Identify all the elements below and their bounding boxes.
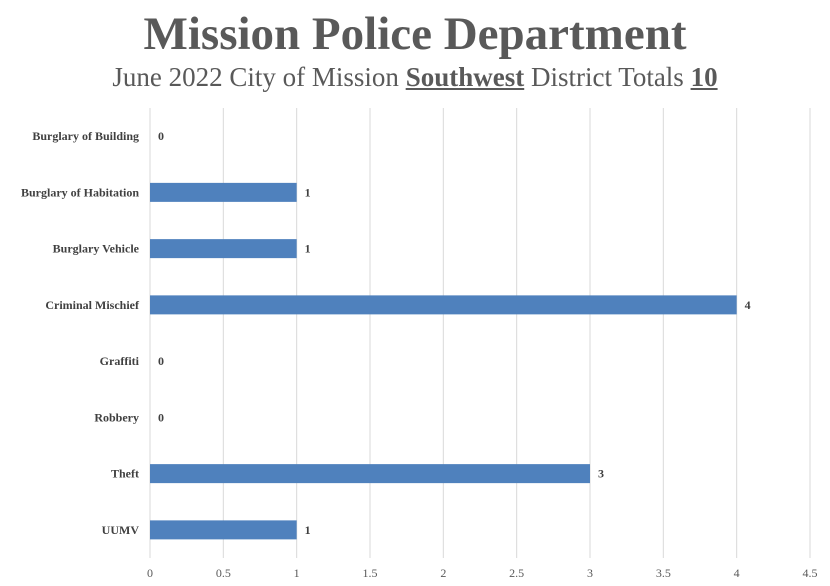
category-label: Criminal Mischief xyxy=(45,298,140,312)
x-tick-label: 4.5 xyxy=(803,566,818,580)
x-tick-label: 0.5 xyxy=(216,566,231,580)
bar xyxy=(150,520,297,540)
x-tick-label: 3.5 xyxy=(656,566,671,580)
x-tick-label: 3 xyxy=(587,566,593,580)
value-label: 0 xyxy=(158,410,164,424)
subtitle-total: 10 xyxy=(690,62,718,92)
bar xyxy=(150,464,590,484)
bars xyxy=(150,182,737,540)
category-label: Burglary of Building xyxy=(32,129,139,143)
x-tick-label: 1.5 xyxy=(363,566,378,580)
value-label: 0 xyxy=(158,354,164,368)
value-label: 1 xyxy=(305,242,311,256)
bar xyxy=(150,239,297,259)
bar xyxy=(150,182,297,202)
x-tick-label: 2.5 xyxy=(509,566,524,580)
value-label: 4 xyxy=(745,298,751,312)
x-tick-label: 4 xyxy=(734,566,740,580)
value-label: 3 xyxy=(598,467,604,481)
subtitle-prefix: June 2022 City of Mission xyxy=(112,62,406,92)
category-label: UUMV xyxy=(102,523,140,537)
category-label: Theft xyxy=(111,467,139,481)
value-label: 1 xyxy=(305,185,311,199)
x-tick-label: 0 xyxy=(147,566,153,580)
category-label: Graffiti xyxy=(100,354,140,368)
chart-title: Mission Police Department xyxy=(143,8,687,60)
x-tick-label: 1 xyxy=(294,566,300,580)
category-labels: Burglary of Building Burglary of Habitati… xyxy=(21,129,140,537)
subtitle-district: Southwest xyxy=(405,62,525,92)
subtitle-middle: District Totals xyxy=(524,62,691,92)
bar xyxy=(150,295,737,315)
category-label: Robbery xyxy=(94,410,139,424)
chart-subtitle: June 2022 City of Mission Southwest Dist… xyxy=(0,59,830,95)
value-labels: 0 1 1 4 0 0 3 1 xyxy=(158,129,751,537)
category-label: Burglary of Habitation xyxy=(21,185,139,199)
category-label: Burglary Vehicle xyxy=(53,242,140,256)
x-tick-labels: 0 0.5 1 1.5 2 2.5 3 3.5 4 4.5 xyxy=(147,566,818,580)
gridlines xyxy=(149,108,811,558)
value-label: 1 xyxy=(305,523,311,537)
value-label: 0 xyxy=(158,129,164,143)
x-tick-label: 2 xyxy=(440,566,446,580)
